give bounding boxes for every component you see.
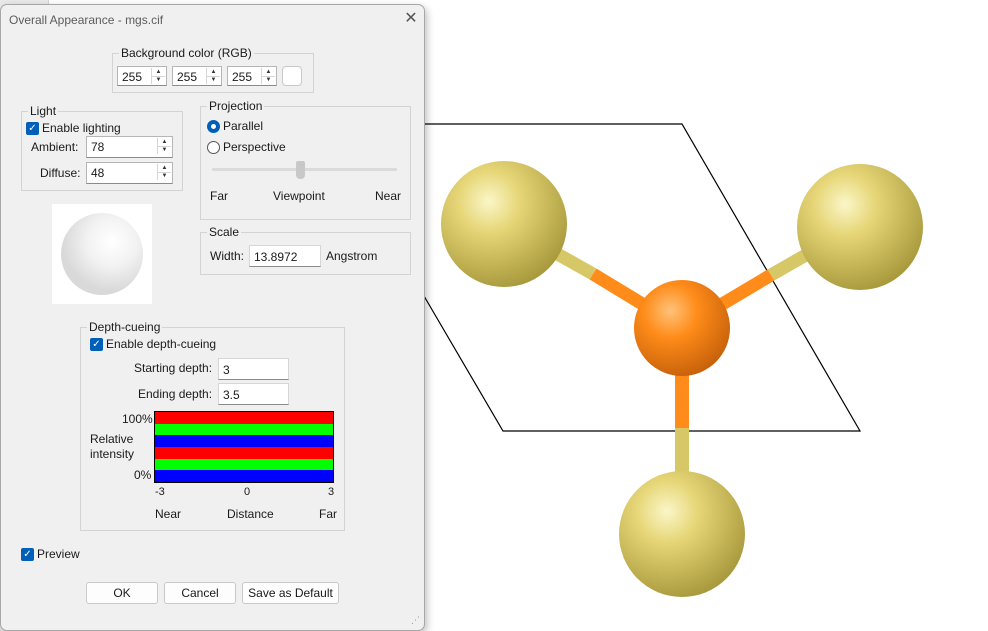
spin-down-icon[interactable]: ▼ [210,77,217,83]
viewpoint-slider-thumb[interactable] [296,161,305,179]
light-preview[interactable] [52,204,152,304]
enable-depth-cueing-checkbox[interactable]: ✓ [90,338,103,351]
title-bar[interactable]: Overall Appearance - mgs.cif ✕ [1,5,424,35]
ending-depth-input[interactable]: 3.5 [218,383,289,405]
overall-appearance-dialog: Overall Appearance - mgs.cif ✕ Backgroun… [0,4,425,631]
ligand-atom-left[interactable] [441,161,567,287]
ambient-label: Ambient: [31,140,79,154]
projection-parallel-label[interactable]: Parallel [223,119,264,133]
intensity-stripe [155,423,333,436]
depth-cueing-label: Depth-cueing [87,319,163,335]
distance-tick-right: 3 [328,486,335,498]
intensity-stripe [155,447,333,459]
distance-far-label: Far [319,507,337,521]
cancel-button[interactable]: Cancel [164,582,236,604]
intensity-axis-label-2: intensity [90,447,135,461]
bg-red-value[interactable]: 255 [122,70,143,84]
depth-cueing-group: Depth-cueing [80,319,345,531]
spin-down-icon[interactable]: ▼ [155,77,162,83]
scale-unit-label: Angstrom [326,249,378,263]
distance-near-label: Near [155,507,182,521]
intensity-bottom-label: 0% [134,468,152,482]
projection-parallel-radio[interactable] [207,120,220,133]
projection-group: Projection [200,98,411,220]
scale-width-value[interactable]: 13.8972 [254,250,298,264]
distance-tick-left: -3 [155,486,165,498]
starting-depth-value[interactable]: 3 [223,363,230,377]
enable-lighting-checkbox[interactable]: ✓ [26,122,39,135]
viewpoint-near-label: Near [375,189,402,203]
background-color-label: Background color (RGB) [119,45,254,61]
scale-width-label: Width: [210,249,245,263]
scale-group: Scale [200,224,411,275]
spin-up-icon[interactable]: ▲ [152,68,165,77]
bg-color-swatch[interactable] [282,66,302,86]
close-icon[interactable]: ✕ [404,10,418,27]
bg-green-value[interactable]: 255 [177,70,198,84]
projection-perspective-radio[interactable] [207,141,220,154]
scale-width-input[interactable]: 13.8972 [249,245,321,267]
intensity-axis-label-1: Relative [90,432,134,446]
spin-up-icon[interactable]: ▲ [158,138,171,147]
ending-depth-value[interactable]: 3.5 [223,388,240,402]
starting-depth-input[interactable]: 3 [218,358,289,380]
light-label: Light [28,103,59,119]
bg-green-spinner[interactable]: 255 ▲ ▼ [172,66,222,86]
starting-depth-label: Starting depth: [134,361,213,375]
ligand-atom-bottom[interactable] [619,471,745,597]
resize-grip-icon[interactable]: ⋰ [411,615,420,625]
dialog-title: Overall Appearance - mgs.cif [9,13,164,27]
ligand-atom-right[interactable] [797,164,923,290]
center-atom[interactable] [634,280,730,376]
ambient-value[interactable]: 78 [91,140,105,154]
enable-lighting-label[interactable]: Enable lighting [42,121,121,135]
intensity-top-label: 100% [122,412,153,426]
spin-up-icon[interactable]: ▲ [158,164,171,173]
projection-perspective-label[interactable]: Perspective [223,140,286,154]
spin-up-icon[interactable]: ▲ [262,68,275,77]
bg-blue-value[interactable]: 255 [232,70,253,84]
distance-tick-center: 0 [244,486,251,498]
intensity-stripes [155,412,333,482]
bg-red-spinner[interactable]: 255 ▲ ▼ [117,66,167,86]
diffuse-spinner[interactable]: 48 ▲ ▼ [86,162,173,184]
spin-down-icon[interactable]: ▼ [265,77,272,83]
projection-label: Projection [207,98,265,114]
spin-up-icon[interactable]: ▲ [207,68,220,77]
intensity-stripe [155,435,333,447]
distance-axis-label: Distance [227,507,274,521]
viewpoint-label: Viewpoint [273,189,325,203]
unit-cell-outline [423,123,862,432]
preview-label[interactable]: Preview [37,547,80,561]
light-preview-sphere [61,213,143,295]
spin-down-icon[interactable]: ▼ [161,173,168,179]
scale-label: Scale [207,224,242,240]
spin-down-icon[interactable]: ▼ [161,147,168,153]
diffuse-label: Diffuse: [40,166,81,180]
viewpoint-far-label: Far [210,189,228,203]
ok-button[interactable]: OK [86,582,158,604]
save-as-default-button[interactable]: Save as Default [242,582,339,604]
depth-intensity-chart [154,411,334,483]
light-group: Light [21,103,183,191]
ambient-spinner[interactable]: 78 ▲ ▼ [86,136,173,158]
intensity-stripe [155,458,333,471]
diffuse-value[interactable]: 48 [91,166,105,180]
ending-depth-label: Ending depth: [138,387,213,401]
bg-blue-spinner[interactable]: 255 ▲ ▼ [227,66,277,86]
enable-depth-cueing-label[interactable]: Enable depth-cueing [106,337,217,351]
preview-checkbox[interactable]: ✓ [21,548,34,561]
intensity-stripe [155,412,333,424]
background-color-group: Background color (RGB) [112,45,314,93]
intensity-stripe [155,470,333,482]
